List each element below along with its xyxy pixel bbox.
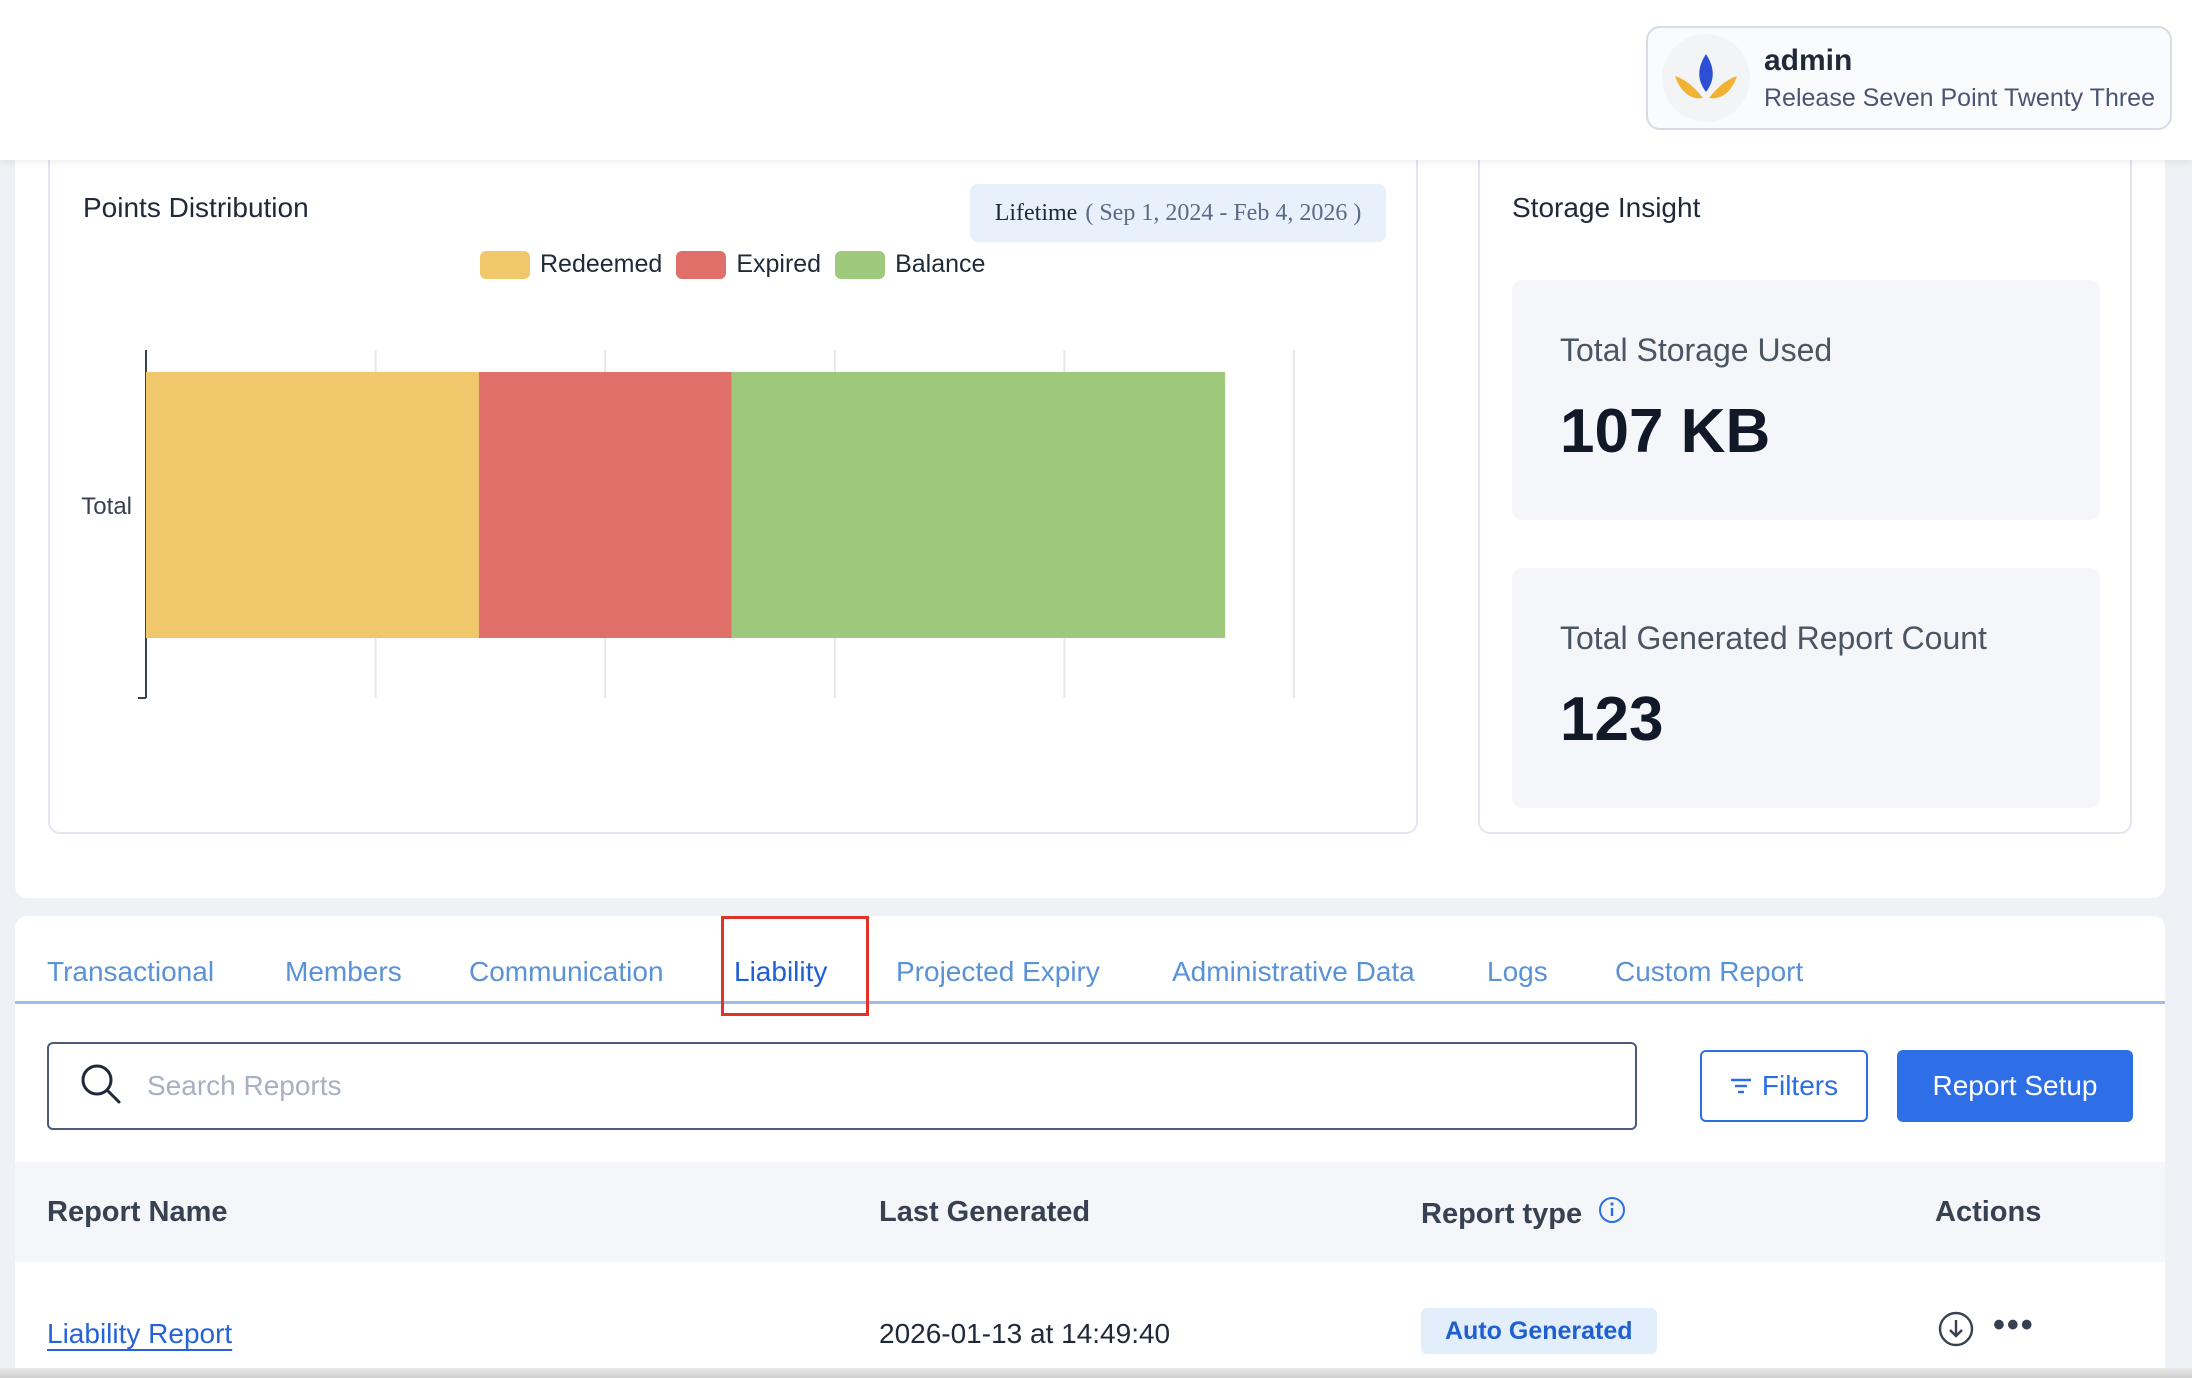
column-label: Report type — [1421, 1197, 1583, 1230]
legend-swatch — [480, 250, 530, 279]
legend-label: Redeemed — [540, 250, 663, 278]
chart-legend: Redeemed Expired Balance — [480, 250, 999, 279]
user-name: admin — [1764, 43, 1853, 77]
column-actions: Actions — [1935, 1196, 2042, 1228]
column-report-name[interactable]: Report Name — [47, 1196, 228, 1228]
stat-value: 107 KB — [1560, 397, 1771, 466]
storage-used-stat: Total Storage Used 107 KB — [1512, 280, 2100, 520]
stat-label: Total Storage Used — [1560, 332, 1833, 368]
report-tabs: Transactional Members Communication Liab… — [15, 916, 2165, 1016]
report-name-link[interactable]: Liability Report — [47, 1318, 233, 1349]
legend-item-balance[interactable]: Balance — [835, 250, 985, 279]
report-setup-button[interactable]: Report Setup — [1897, 1050, 2133, 1122]
user-profile-card[interactable]: admin Release Seven Point Twenty Three — [1646, 26, 2172, 130]
release-label: Release Seven Point Twenty Three — [1764, 83, 2155, 112]
bar-expired — [478, 372, 732, 638]
download-icon[interactable] — [1937, 1310, 1975, 1353]
table-header: Report Name Last Generated Report type A… — [15, 1162, 2165, 1262]
legend-swatch — [676, 250, 727, 279]
tab-custom-report[interactable]: Custom Report — [1615, 956, 1804, 987]
column-report-type[interactable]: Report type — [1421, 1196, 1626, 1232]
column-last-generated[interactable]: Last Generated — [879, 1196, 1091, 1228]
stat-value: 123 — [1560, 685, 1664, 754]
tab-communication[interactable]: Communication — [469, 956, 664, 987]
bar-balance — [731, 372, 1226, 638]
legend-item-expired[interactable]: Expired — [676, 250, 821, 279]
tab-liability[interactable]: Liability — [734, 956, 828, 987]
stat-label: Total Generated Report Count — [1560, 620, 1987, 656]
points-distribution-card: Points Distribution Lifetime ( Sep 1, 20… — [48, 150, 1418, 834]
category-label: Total — [81, 493, 132, 520]
lifetime-badge[interactable]: Lifetime ( Sep 1, 2024 - Feb 4, 2026 ) — [970, 184, 1386, 242]
card-title: Storage Insight — [1512, 192, 1701, 223]
legend-label: Balance — [895, 250, 986, 278]
top-header: admin Release Seven Point Twenty Three — [0, 0, 2192, 160]
search-box[interactable] — [47, 1042, 1637, 1130]
tab-transactional[interactable]: Transactional — [47, 956, 215, 987]
bottom-edge — [0, 1368, 2192, 1378]
report-count-stat: Total Generated Report Count 123 — [1512, 568, 2100, 808]
last-generated-cell: 2026-01-13 at 14:49:40 — [879, 1318, 1171, 1349]
report-type-badge: Auto Generated — [1421, 1308, 1657, 1354]
active-tab-highlight — [721, 916, 869, 1016]
legend-swatch — [835, 250, 886, 279]
tab-members[interactable]: Members — [285, 956, 402, 987]
filters-button[interactable]: Filters — [1700, 1050, 1868, 1122]
bar-redeemed — [146, 372, 479, 638]
lifetime-range: ( Sep 1, 2024 - Feb 4, 2026 ) — [1085, 199, 1362, 226]
more-options-icon[interactable]: ••• — [1993, 1306, 2035, 1344]
tab-administrative-data[interactable]: Administrative Data — [1172, 956, 1415, 987]
legend-label: Expired — [736, 250, 822, 278]
info-icon[interactable] — [1598, 1196, 1626, 1232]
tab-logs[interactable]: Logs — [1487, 956, 1548, 987]
reports-panel: Transactional Members Communication Liab… — [15, 916, 2165, 1378]
storage-insight-card: Storage Insight Total Storage Used 107 K… — [1478, 150, 2132, 834]
tab-projected-expiry[interactable]: Projected Expiry — [896, 956, 1100, 987]
brand-logo-icon — [1662, 34, 1750, 122]
legend-item-redeemed[interactable]: Redeemed — [480, 250, 662, 279]
filters-label: Filters — [1761, 1070, 1839, 1101]
search-icon — [79, 1062, 123, 1111]
lifetime-label: Lifetime — [994, 199, 1078, 226]
table-row: Liability Report 2026-01-13 at 14:49:40 … — [15, 1262, 2165, 1378]
filter-icon — [1730, 1077, 1752, 1095]
card-title: Points Distribution — [83, 192, 309, 223]
points-bar-chart: Total — [81, 350, 1295, 699]
search-input[interactable] — [147, 1070, 1597, 1102]
